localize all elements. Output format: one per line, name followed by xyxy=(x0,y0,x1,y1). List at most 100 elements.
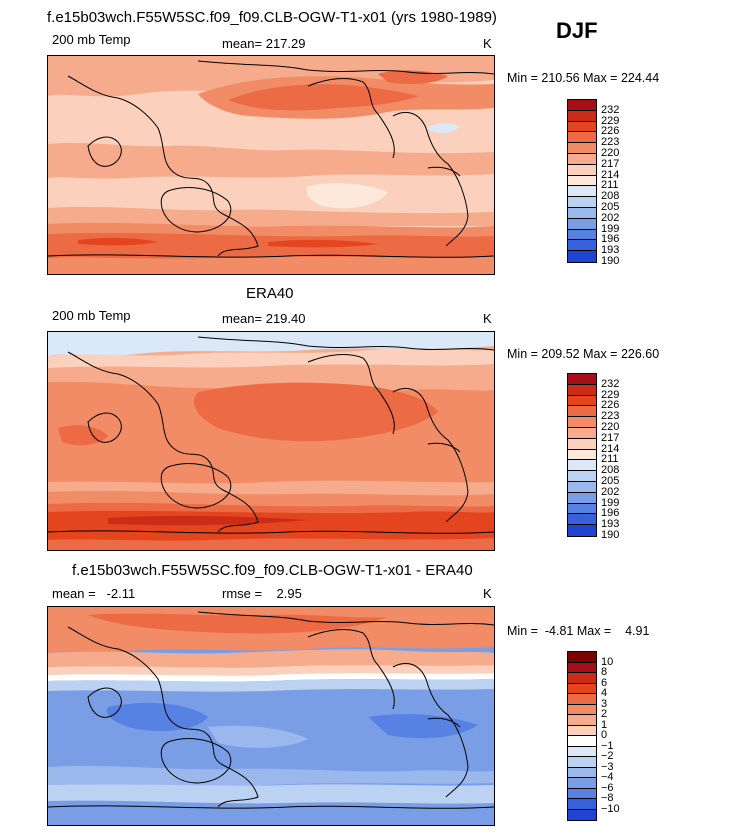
colorbar-tick-label: 208 xyxy=(601,464,620,477)
colorbar-tick-label: 232 xyxy=(601,377,620,390)
panel2-title: ERA40 xyxy=(246,285,294,302)
colorbar-cell xyxy=(568,809,596,820)
colorbar-cell xyxy=(568,417,596,428)
panel1-contour-band xyxy=(48,142,494,179)
panel3-title: f.e15b03wch.F55W5SC.f09_f09.CLB-OGW-T1-x… xyxy=(72,562,473,579)
panel3-minmax: Min = -4.81 Max = 4.91 xyxy=(507,624,650,638)
colorbar-cell xyxy=(568,525,596,536)
colorbar-tick-label: 202 xyxy=(601,211,620,224)
colorbar-tick-label: −1 xyxy=(601,739,614,752)
panel1-title: f.e15b03wch.F55W5SC.f09_f09.CLB-OGW-T1-x… xyxy=(47,9,497,26)
colorbar-tick-label: 217 xyxy=(601,157,620,170)
panel3-mean: mean = -2.11 xyxy=(52,586,136,601)
colorbar-cell xyxy=(568,374,596,385)
colorbar-cell xyxy=(568,673,596,684)
colorbar-tick-label: −4 xyxy=(601,771,614,783)
panel3-map xyxy=(47,606,495,826)
panel1-contour-band xyxy=(426,123,460,134)
panel3-contour-band xyxy=(48,649,494,668)
colorbar-cell xyxy=(568,471,596,482)
colorbar-tick-label: 202 xyxy=(601,485,620,498)
colorbar-tick-label: 229 xyxy=(601,114,620,127)
panel3-coastlines xyxy=(48,611,494,809)
colorbar-cell xyxy=(568,100,596,111)
panel3-contour-band xyxy=(48,765,494,786)
panel2-contour-band xyxy=(48,332,494,356)
colorbar-cell xyxy=(568,694,596,705)
panel1-mean: mean= 217.29 xyxy=(222,36,306,51)
colorbar-cell xyxy=(568,767,596,778)
colorbar-cell xyxy=(568,218,596,230)
colorbar-tick-label: 220 xyxy=(601,147,620,159)
panel1-contour-band xyxy=(228,84,418,111)
colorbar-tick-label: 0 xyxy=(601,729,608,741)
panel2-minmax: Min = 209.52 Max = 226.60 xyxy=(507,347,660,361)
colorbar-cell xyxy=(568,460,596,472)
colorbar-tick-label: 196 xyxy=(601,507,620,520)
colorbar-tick-label: 196 xyxy=(601,233,620,246)
panel3-contour-band xyxy=(106,702,208,732)
colorbar-tick-label: 211 xyxy=(601,453,619,466)
colorbar-cell xyxy=(568,207,596,219)
colorbar-cell xyxy=(568,438,596,450)
panel2-coastlines xyxy=(48,336,494,534)
panel2-field-label: 200 mb Temp xyxy=(52,308,131,323)
colorbar-tick-label: −3 xyxy=(601,760,614,773)
colorbar-tick-label: −2 xyxy=(601,750,614,762)
colorbar-cell xyxy=(568,395,596,407)
colorbar-tick-label: 199 xyxy=(601,222,620,235)
colorbar-tick-label: 208 xyxy=(601,190,620,203)
colorbar-tick-label: 3 xyxy=(601,697,608,710)
colorbar-cell xyxy=(568,715,596,726)
colorbar-cell xyxy=(568,164,596,176)
panel3-contour-band xyxy=(48,800,494,825)
colorbar-tick-label: 226 xyxy=(601,125,620,138)
panel1-contour-band xyxy=(306,183,388,209)
panel3-contour-band xyxy=(48,673,494,682)
colorbar-cell xyxy=(568,384,596,396)
panel2-contour-band xyxy=(48,348,494,368)
colorbar-cell xyxy=(568,132,596,144)
colorbar-tick-label: 4 xyxy=(601,687,608,699)
panel2-contour-band xyxy=(194,382,438,442)
colorbar-tick-label: 211 xyxy=(601,179,619,192)
panel3-colorbar xyxy=(567,651,597,821)
panel2-units: K xyxy=(483,311,492,326)
colorbar-tick-label: −10 xyxy=(601,802,620,815)
panel1-units: K xyxy=(483,36,492,51)
colorbar-cell xyxy=(568,186,596,198)
colorbar-cell xyxy=(568,704,596,715)
panel3-units: K xyxy=(483,586,492,601)
colorbar-cell xyxy=(568,503,596,515)
colorbar-tick-label: 229 xyxy=(601,388,620,401)
panel3-contour-band xyxy=(208,725,308,748)
panel1-field-label: 200 mb Temp xyxy=(52,32,131,47)
colorbar-cell xyxy=(568,788,596,799)
colorbar-cell xyxy=(568,153,596,165)
colorbar-tick-label: −6 xyxy=(601,781,614,794)
panel2-contour-band xyxy=(108,515,308,526)
colorbar-cell xyxy=(568,229,596,241)
panel1-colorbar xyxy=(567,99,597,263)
colorbar-tick-label: 223 xyxy=(601,136,620,149)
colorbar-cell xyxy=(568,240,596,252)
colorbar-cell xyxy=(568,662,596,673)
colorbar-cell xyxy=(568,251,596,262)
colorbar-tick-label: 214 xyxy=(601,168,620,181)
colorbar-tick-label: 205 xyxy=(601,201,620,213)
colorbar-tick-label: 1 xyxy=(601,718,608,731)
panel2-contour-band xyxy=(48,510,494,541)
colorbar-cell xyxy=(568,757,596,768)
colorbar-cell xyxy=(568,406,596,418)
panel1-map xyxy=(47,55,495,275)
season-label: DJF xyxy=(556,18,598,43)
panel1-coastlines xyxy=(48,60,494,258)
colorbar-cell xyxy=(568,197,596,208)
panel3-contour-band xyxy=(88,613,388,634)
colorbar-cell xyxy=(568,175,596,187)
colorbar-cell xyxy=(568,736,596,747)
panel1-contour-band xyxy=(48,206,494,226)
panel3-rmse: rmse = 2.95 xyxy=(222,586,302,601)
colorbar-cell xyxy=(568,492,596,504)
colorbar-tick-label: 214 xyxy=(601,442,620,455)
